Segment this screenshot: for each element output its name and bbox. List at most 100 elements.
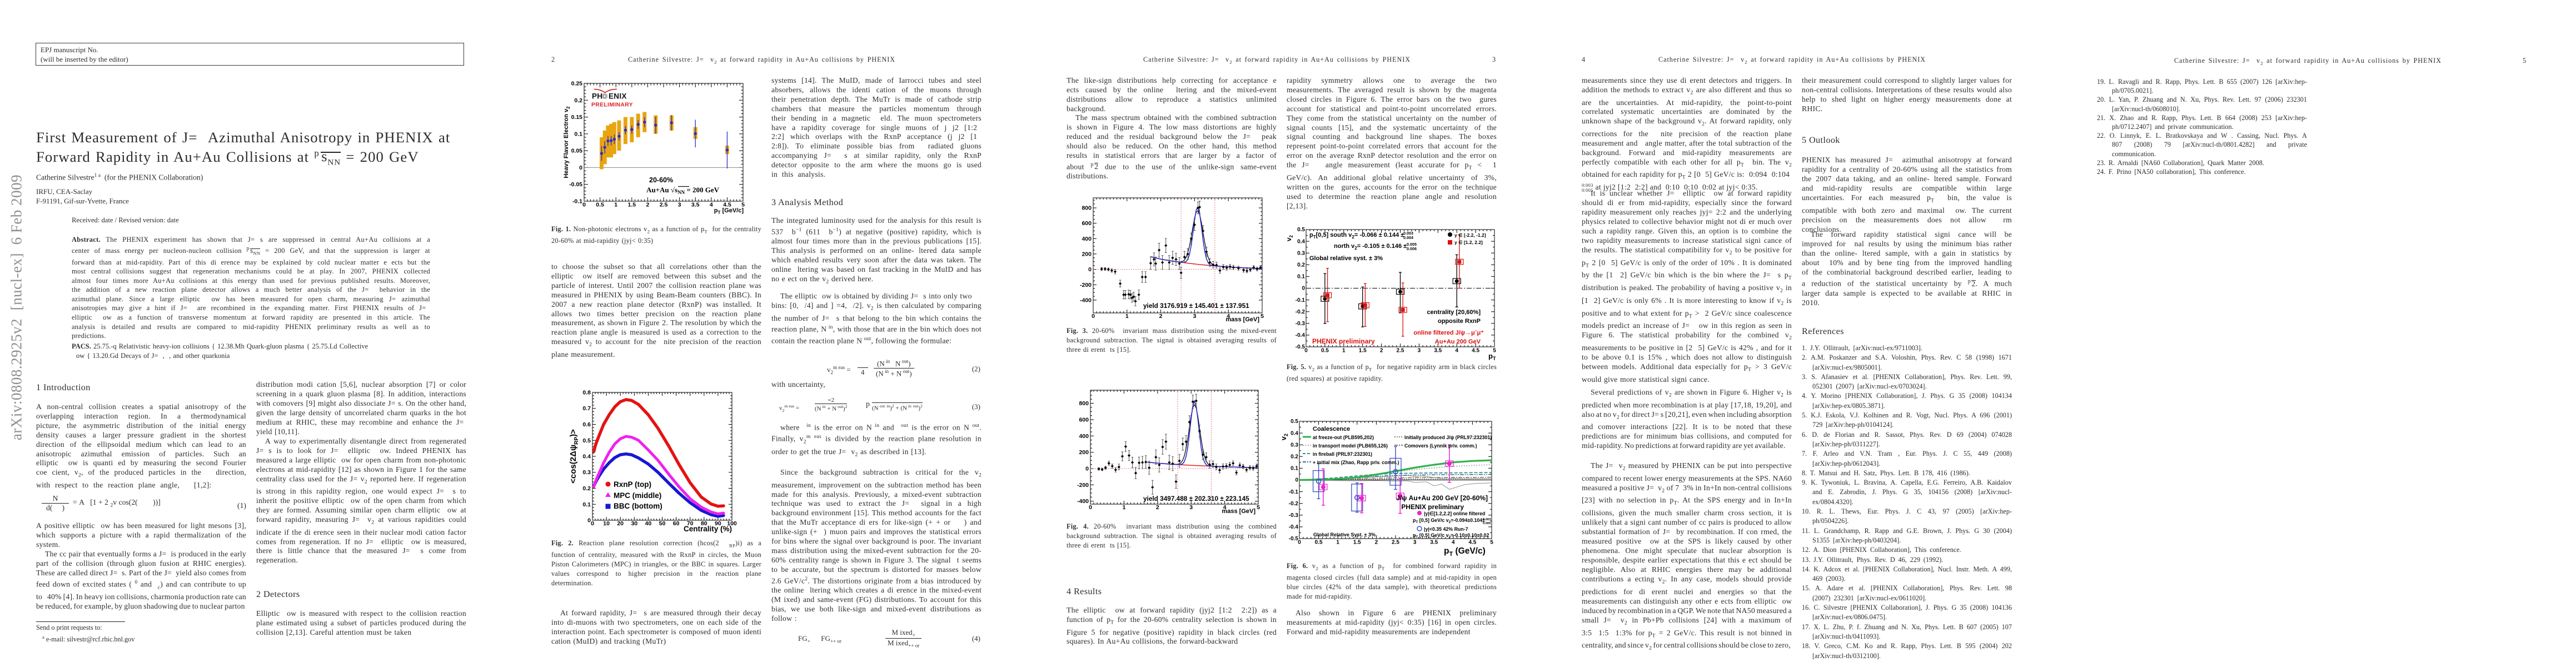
- svg-text:200: 200: [1079, 449, 1089, 456]
- svg-text:0.005: 0.005: [1483, 522, 1491, 525]
- svg-text:0: 0: [1295, 477, 1298, 484]
- svg-text:pT [0,5] GeV/c v2=-0.10±0.10±: pT [0,5] GeV/c v2=-0.10±0.10±0.02: [1413, 532, 1489, 539]
- svg-text:3: 3: [678, 202, 681, 208]
- svg-text:mass [GeV]: mass [GeV]: [1222, 508, 1255, 515]
- svg-text:0.003: 0.003: [1403, 231, 1413, 236]
- svg-text:4: 4: [1223, 504, 1227, 511]
- svg-text:0.05: 0.05: [571, 148, 583, 155]
- svg-text:100: 100: [727, 520, 737, 527]
- svg-text:Au+Au 200 GeV: Au+Au 200 GeV: [1435, 339, 1481, 345]
- svg-text:0.005: 0.005: [1407, 242, 1417, 247]
- svg-text:2.5: 2.5: [1392, 540, 1399, 546]
- svg-text:800: 800: [1079, 400, 1089, 407]
- svg-text:yield 3176.919 ± 145.401 ± 13: yield 3176.919 ± 145.401 ± 137.951: [1143, 302, 1249, 310]
- svg-text:90: 90: [715, 520, 721, 527]
- svg-text:0.2: 0.2: [1291, 454, 1298, 460]
- svg-text:0.5: 0.5: [1291, 419, 1298, 425]
- svg-text:-400: -400: [1080, 297, 1092, 303]
- svg-text:Initially produced J/ψ (PRL97:: Initially produced J/ψ (PRL97:232301): [1404, 435, 1492, 440]
- svg-text:at freeze-out (PLB595,202): at freeze-out (PLB595,202): [1313, 435, 1374, 440]
- svg-text:y ∈ [1.2, 2.2]: y ∈ [1.2, 2.2]: [1454, 240, 1483, 245]
- svg-text:0.8: 0.8: [582, 390, 591, 396]
- svg-text:0.25: 0.25: [571, 81, 583, 87]
- svg-text:3.5: 3.5: [1434, 348, 1442, 354]
- svg-text:3: 3: [1418, 348, 1421, 354]
- svg-text:<cos(2ΔψRP)>: <cos(2ΔψRP)>: [569, 429, 580, 484]
- svg-text:20: 20: [617, 520, 624, 527]
- svg-text:-400: -400: [1077, 498, 1089, 505]
- svg-text:in transport model (PLB655,126: in transport model (PLB655,126): [1313, 443, 1388, 449]
- svg-text:1: 1: [1342, 348, 1346, 354]
- svg-text:PH: PH: [592, 92, 602, 101]
- svg-text:30: 30: [631, 520, 637, 527]
- svg-text:-0.1: -0.1: [1289, 489, 1299, 495]
- svg-text:5: 5: [1260, 313, 1264, 320]
- svg-text:3.5: 3.5: [1430, 540, 1438, 546]
- svg-text:-0.5: -0.5: [1289, 536, 1299, 542]
- svg-text:0.003: 0.003: [1483, 518, 1491, 521]
- svg-text:0.1: 0.1: [1291, 466, 1298, 472]
- svg-text:pT[0,5] south v2= -0.066 ± 0.1: pT[0,5] south v2= -0.066 ± 0.144 ±: [1309, 232, 1404, 240]
- svg-text:Coalescence: Coalescence: [1313, 426, 1350, 432]
- svg-text:10: 10: [603, 520, 610, 527]
- svg-text:5: 5: [1257, 504, 1260, 511]
- svg-text:+ initial mix (Zhao, Rapp priv: + initial mix (Zhao, Rapp priv. comm.): [1313, 460, 1399, 465]
- svg-text:1.5: 1.5: [627, 202, 636, 208]
- svg-text:3: 3: [1189, 504, 1193, 511]
- svg-text:400: 400: [1082, 236, 1092, 242]
- svg-text:4.5: 4.5: [723, 202, 731, 208]
- svg-text:0.1: 0.1: [574, 131, 582, 137]
- svg-text:0: 0: [1092, 313, 1095, 320]
- svg-text:600: 600: [1082, 220, 1092, 227]
- svg-text:800: 800: [1082, 205, 1092, 212]
- svg-text:Centrality (%): Centrality (%): [684, 525, 732, 533]
- svg-text:0.006: 0.006: [1407, 246, 1417, 251]
- svg-text:yield 3497.488 ± 202.310 ± 22: yield 3497.488 ± 202.310 ± 223.145: [1143, 495, 1249, 502]
- svg-text:2: 2: [646, 202, 649, 208]
- svg-text:0: 0: [582, 202, 586, 208]
- svg-text:5: 5: [1493, 348, 1496, 354]
- svg-text:0.5: 0.5: [596, 202, 604, 208]
- svg-text:4: 4: [710, 202, 713, 208]
- svg-text:2: 2: [1159, 313, 1163, 320]
- svg-text:-0.1: -0.1: [1296, 297, 1306, 303]
- svg-text:4.5: 4.5: [1468, 540, 1476, 546]
- svg-text:70: 70: [687, 520, 694, 527]
- svg-text:-0.2: -0.2: [1296, 309, 1306, 315]
- svg-text:0.4: 0.4: [1297, 238, 1305, 245]
- svg-text:0: 0: [1304, 348, 1308, 354]
- svg-text:J/ψ Au+Au 200 GeV [20-60%]: J/ψ Au+Au 200 GeV [20-60%]: [1396, 494, 1488, 502]
- svg-text:2: 2: [1375, 540, 1378, 546]
- svg-text:0.5: 0.5: [1315, 540, 1323, 546]
- svg-text:RxnP (top): RxnP (top): [614, 480, 651, 489]
- svg-text:20-60%: 20-60%: [649, 176, 673, 184]
- svg-text:-200: -200: [1080, 282, 1092, 288]
- svg-text:3.5: 3.5: [691, 202, 700, 208]
- svg-text:0.4: 0.4: [1291, 430, 1298, 436]
- svg-text:0.3: 0.3: [582, 469, 591, 476]
- svg-text:0.5: 0.5: [1321, 348, 1329, 354]
- svg-text:0.7: 0.7: [582, 405, 591, 412]
- svg-text:4: 4: [1452, 540, 1455, 546]
- svg-text:2.5: 2.5: [660, 202, 668, 208]
- svg-text:0.3: 0.3: [1291, 442, 1298, 448]
- svg-text:3: 3: [1193, 313, 1196, 320]
- svg-text:pT [0,5] GeV/c v2=-0.094±0.10: pT [0,5] GeV/c v2=-0.094±0.104±: [1413, 517, 1485, 524]
- svg-text:y ∈ [-2.2, -1.2]: y ∈ [-2.2, -1.2]: [1454, 232, 1486, 238]
- svg-text:BBC (bottom): BBC (bottom): [614, 502, 662, 510]
- svg-text:0: 0: [1085, 466, 1089, 472]
- svg-text:0: 0: [1089, 504, 1092, 511]
- svg-text:0.004: 0.004: [1403, 235, 1413, 240]
- svg-text:60: 60: [673, 520, 680, 527]
- svg-text:5: 5: [1490, 540, 1493, 546]
- svg-text:80: 80: [701, 520, 707, 527]
- svg-text:pT [GeV/c]: pT [GeV/c]: [714, 207, 744, 215]
- svg-text:1: 1: [1125, 313, 1129, 320]
- svg-text:PRELIMINARY: PRELIMINARY: [591, 102, 633, 108]
- svg-text:-0.3: -0.3: [1289, 512, 1299, 519]
- svg-text:north v2= -0.105 ± 0.146 ±: north v2= -0.105 ± 0.146 ±: [1334, 243, 1407, 251]
- svg-text:0.4: 0.4: [582, 454, 591, 460]
- svg-text:PHENIX preliminary: PHENIX preliminary: [1312, 337, 1375, 345]
- svg-text:0: 0: [1302, 286, 1305, 292]
- svg-text:0.2: 0.2: [1297, 262, 1305, 268]
